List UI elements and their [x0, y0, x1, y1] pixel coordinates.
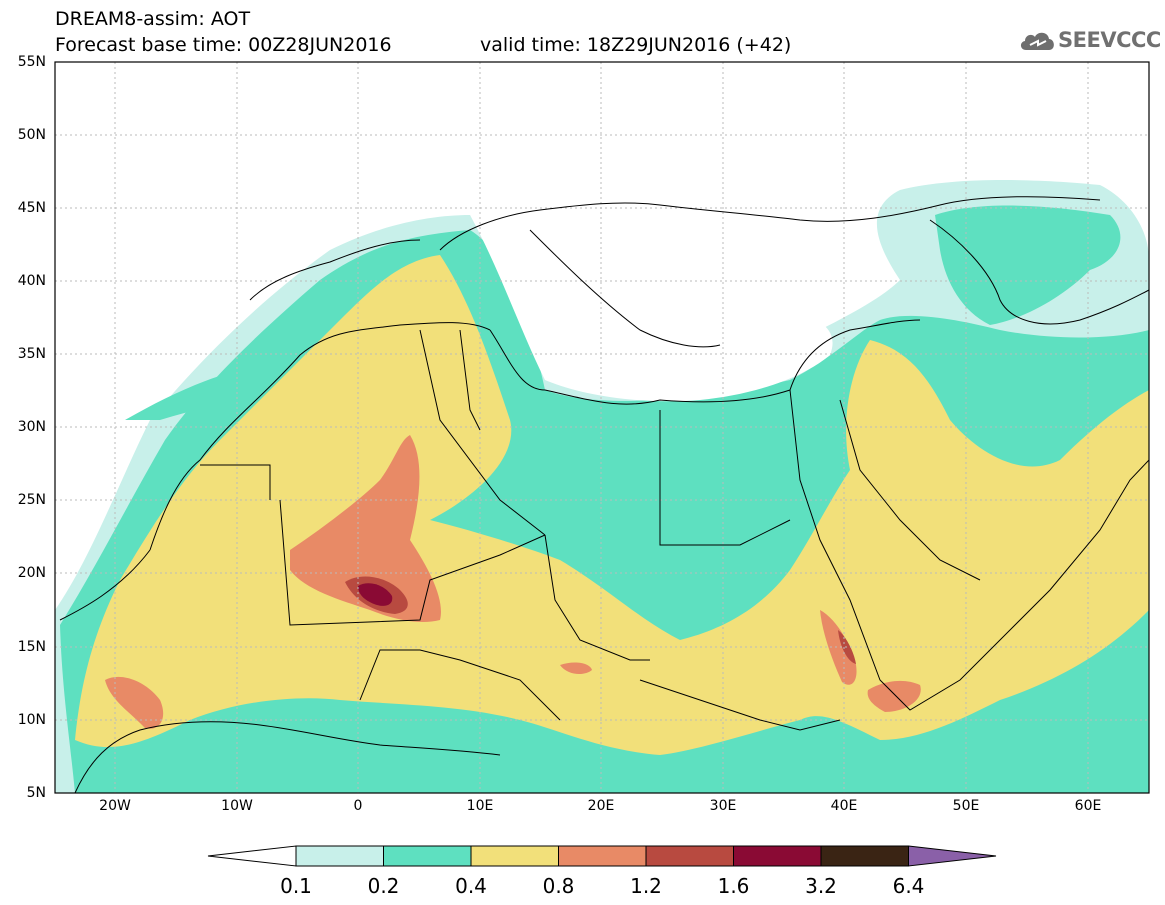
colorbar-swatch — [645, 845, 734, 867]
lat-label: 55N — [17, 54, 46, 70]
graticule — [55, 62, 1149, 793]
lat-label: 10N — [17, 712, 46, 728]
colorbar-label: 3.2 — [805, 874, 837, 898]
lon-label: 0 — [353, 798, 363, 814]
aot-contour-0.8-guinea — [105, 676, 164, 729]
logo-text: SEEVCCC — [1058, 28, 1161, 52]
colorbar-label: 1.6 — [717, 874, 750, 898]
aot-contour-1.6 — [358, 583, 393, 606]
colorbar-label: 6.4 — [892, 874, 925, 898]
aot-contour-0.8-redsea — [820, 610, 857, 685]
valid-time: valid time: 18Z29JUN2016 (+42) — [480, 34, 792, 56]
aot-contour-0.4 — [75, 255, 1149, 755]
lat-label: 5N — [26, 785, 46, 801]
aot-contour-0.2-morocco — [125, 368, 300, 420]
lon-label: 10W — [221, 798, 253, 814]
colorbar-label: 1.2 — [630, 874, 662, 898]
lat-label: 30N — [17, 419, 46, 435]
aot-contour-0.8-chad — [560, 662, 592, 675]
lat-label: 45N — [17, 200, 46, 216]
colorbar-swatch — [820, 845, 909, 867]
lon-label: 20W — [99, 798, 131, 814]
coastlines-borders — [59, 196, 1149, 793]
colorbar-swatch — [470, 845, 559, 867]
cloud-icon — [1020, 32, 1054, 50]
lat-label: 15N — [17, 639, 46, 655]
colorbar-label: 0.1 — [280, 874, 312, 898]
lon-label: 40E — [830, 798, 858, 814]
colorbar — [207, 845, 997, 867]
lat-label: 50N — [17, 127, 46, 143]
colorbar-swatch — [383, 845, 472, 867]
lat-label: 40N — [17, 273, 46, 289]
mediterranean-clear — [470, 215, 833, 402]
colorbar-swatch — [558, 845, 647, 867]
colorbar-label: 0.4 — [455, 874, 487, 898]
lon-label: 20E — [587, 798, 615, 814]
seevccc-logo: SEEVCCC — [1018, 26, 1161, 56]
map-title: DREAM8-assim: AOT — [55, 8, 251, 30]
aot-contour-0.8 — [290, 435, 441, 622]
lon-label: 10E — [466, 798, 494, 814]
lon-label: 60E — [1074, 798, 1102, 814]
aot-contour-0.2-caspian — [935, 205, 1121, 325]
map-frame — [54, 61, 1150, 794]
colorbar-under-arrow — [207, 845, 297, 867]
colorbar-swatch — [295, 845, 384, 867]
colorbar-label: 0.8 — [542, 874, 575, 898]
lon-label: 30E — [709, 798, 737, 814]
forecast-base-time: Forecast base time: 00Z28JUN2016 — [55, 34, 392, 56]
colorbar-over-arrow — [908, 845, 997, 867]
lat-label: 35N — [17, 346, 46, 362]
lat-label: 20N — [17, 565, 46, 581]
clear-patch-north — [55, 62, 1149, 520]
lat-label: 25N — [17, 492, 46, 508]
colorbar-label: 0.2 — [367, 874, 400, 898]
aot-contour-0.8-yemen — [867, 680, 921, 712]
aot-contours — [55, 62, 1149, 793]
lon-label: 50E — [952, 798, 980, 814]
colorbar-swatch — [733, 845, 822, 867]
